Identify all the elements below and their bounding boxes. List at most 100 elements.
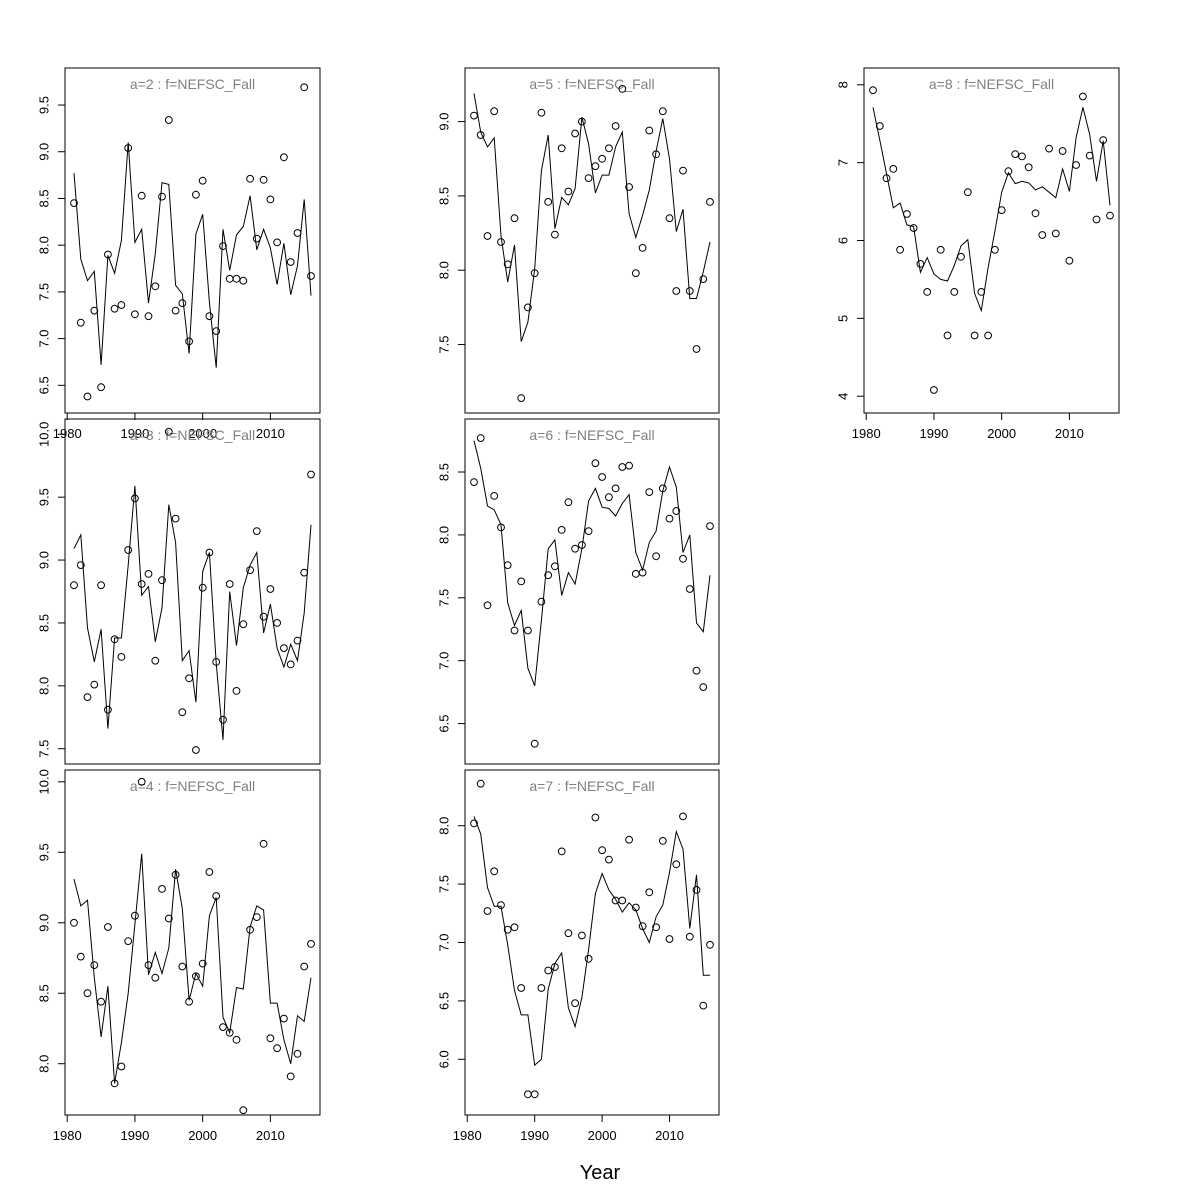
observed-point — [246, 174, 255, 183]
observed-point — [286, 660, 295, 669]
y-tick-label: 8.0 — [36, 236, 51, 254]
observed-point — [530, 739, 539, 748]
panel-title: a=3 : f=NEFSC_Fall — [130, 427, 255, 443]
observed-point — [699, 275, 708, 284]
observed-point — [225, 1028, 234, 1037]
x-tick-label: 2010 — [1055, 426, 1084, 441]
panel-frame — [464, 418, 720, 765]
x-tick-label: 1980 — [453, 1128, 482, 1143]
observed-point — [557, 847, 566, 856]
observed-point — [76, 952, 85, 961]
observed-point — [578, 931, 586, 940]
observed-point — [497, 238, 505, 246]
observed-point — [1031, 209, 1040, 218]
observed-point — [557, 144, 566, 153]
observed-point — [1092, 215, 1101, 224]
observed-point — [171, 514, 180, 523]
observed-point — [131, 310, 139, 319]
observed-point — [544, 198, 553, 206]
observed-point — [517, 394, 526, 403]
observed-point — [83, 693, 92, 701]
y-tick-label: 8.5 — [36, 189, 51, 207]
observed-point — [293, 636, 302, 645]
observed-point — [584, 527, 593, 535]
observed-point — [909, 224, 918, 232]
observed-point — [564, 929, 573, 938]
observed-point — [76, 561, 85, 569]
observed-point — [510, 923, 519, 932]
observed-point — [131, 911, 139, 920]
x-tick-label: 2010 — [256, 426, 285, 441]
observed-point — [483, 232, 492, 240]
x-tick-label: 1990 — [120, 426, 149, 441]
y-tick-label: 8.0 — [436, 526, 451, 544]
panel-frame — [863, 67, 1120, 414]
observed-point — [151, 973, 160, 982]
fitted-line — [473, 93, 711, 342]
observed-point — [537, 597, 546, 606]
observed-point — [557, 526, 566, 534]
observed-point — [273, 619, 282, 627]
x-tick-label: 1980 — [53, 1128, 82, 1143]
observed-point — [178, 708, 187, 717]
observed-point — [470, 111, 478, 120]
y-tick-label: 8.0 — [436, 817, 451, 835]
observed-point — [490, 107, 499, 116]
observed-point — [571, 999, 579, 1008]
observed-point — [679, 554, 687, 563]
observed-point — [1018, 152, 1026, 161]
y-tick-label: 9.0 — [436, 113, 451, 131]
observed-point — [266, 585, 275, 593]
observed-point — [665, 214, 674, 223]
observed-point — [470, 819, 478, 828]
observed-point — [517, 577, 526, 586]
panel-title: a=5 : f=NEFSC_Fall — [529, 76, 654, 92]
observed-point — [232, 274, 241, 283]
observed-point — [70, 581, 78, 590]
y-tick-label: 6 — [835, 237, 850, 244]
observed-point — [672, 860, 681, 869]
observed-point — [239, 1106, 248, 1115]
x-tick-label: 2000 — [188, 426, 217, 441]
x-tick-label: 1980 — [53, 426, 82, 441]
observed-point — [1051, 229, 1060, 238]
x-tick-label: 1980 — [852, 426, 881, 441]
observed-point — [293, 229, 302, 237]
observed-point — [137, 191, 146, 200]
y-tick-label: 10.0 — [36, 422, 51, 447]
observed-point — [104, 923, 112, 931]
observed-point — [551, 230, 559, 239]
y-tick-label: 6.5 — [36, 376, 51, 394]
x-tick-label: 2010 — [655, 1128, 684, 1143]
y-tick-label: 7.5 — [436, 589, 451, 607]
observed-point — [232, 1035, 241, 1044]
observed-point — [476, 779, 485, 788]
y-tick-label: 5 — [835, 315, 850, 322]
observed-point — [963, 188, 972, 197]
y-tick-label: 9.5 — [36, 843, 51, 861]
observed-point — [232, 687, 241, 695]
x-tick-label: 2000 — [188, 1128, 217, 1143]
y-tick-label: 7.5 — [436, 875, 451, 893]
observed-point — [307, 470, 315, 479]
x-tick-label: 1990 — [120, 1128, 149, 1143]
observed-point — [178, 299, 187, 308]
observed-point — [571, 129, 579, 138]
observed-point — [490, 867, 499, 876]
observed-point — [266, 1034, 275, 1043]
observed-point — [219, 1023, 227, 1031]
observed-point — [551, 562, 559, 571]
observed-point — [692, 666, 701, 675]
observed-point — [239, 620, 248, 629]
y-tick-label: 9.0 — [36, 551, 51, 569]
x-tick-label: 1990 — [520, 1128, 549, 1143]
observed-point — [117, 1062, 126, 1071]
fitted-line — [473, 816, 710, 1067]
observed-point — [943, 331, 952, 340]
observed-point — [280, 1014, 288, 1023]
observed-point — [638, 244, 647, 252]
y-tick-label: 8.0 — [36, 677, 51, 695]
y-tick-label: 8 — [835, 81, 850, 88]
observed-point — [259, 839, 268, 848]
observed-point — [192, 190, 200, 199]
